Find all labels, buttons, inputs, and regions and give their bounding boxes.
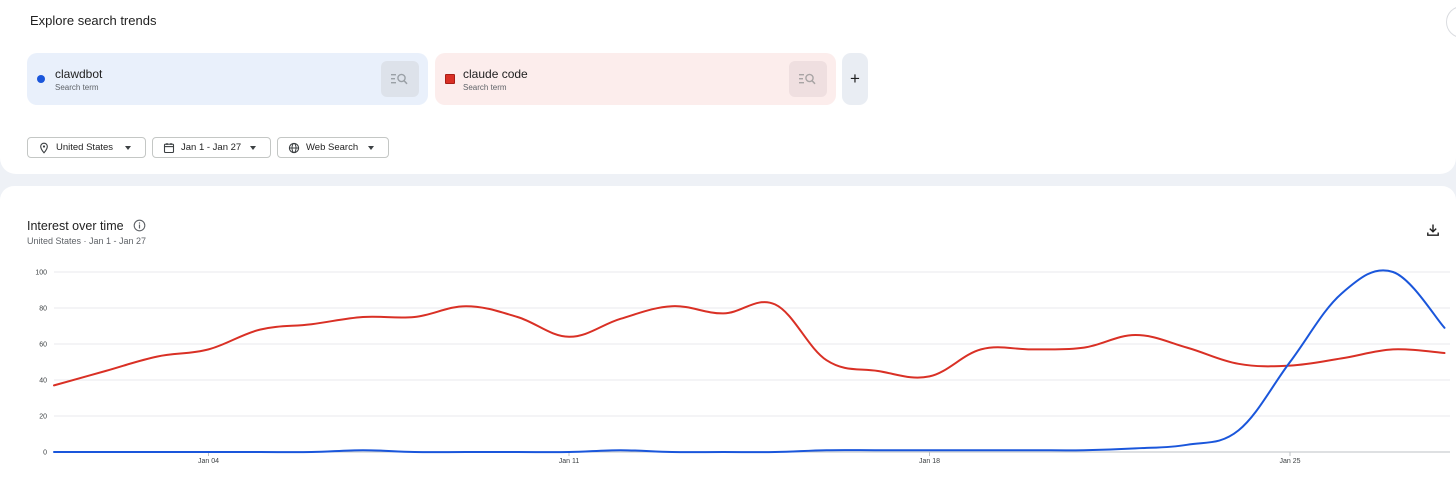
topic-search-icon[interactable] [789, 61, 827, 97]
search-property-filter-label: Web Search [306, 142, 359, 153]
chart-series [53, 269, 1446, 454]
info-icon[interactable] [133, 219, 146, 232]
date-range-filter-label: Jan 1 - Jan 27 [181, 142, 242, 153]
search-term-type: Search term [463, 83, 507, 92]
chevron-down-icon [125, 146, 131, 150]
search-term-card-claude-code[interactable]: claude code Search term [435, 53, 836, 105]
chevron-down-icon [368, 146, 374, 150]
topic-search-icon[interactable] [381, 61, 419, 97]
chevron-down-icon [250, 146, 256, 150]
search-term-card-clawdbot[interactable]: clawdbot Search term [27, 53, 428, 105]
add-search-term-button[interactable]: + [842, 53, 868, 105]
x-axis-ticks: Jan 04 Jan 11 Jan 18 Jan 25 [198, 452, 1301, 465]
series-color-dot [37, 75, 45, 83]
date-range-filter[interactable]: Jan 1 - Jan 27 [152, 137, 271, 158]
chart-grid [54, 271, 1450, 453]
y-tick-label: 20 [39, 414, 47, 421]
globe-icon [288, 142, 300, 154]
search-term-type: Search term [55, 83, 99, 92]
download-icon[interactable] [1426, 223, 1440, 237]
calendar-icon [163, 143, 175, 154]
y-tick-label: 80 [39, 306, 47, 313]
chart-subtitle: United States · Jan 1 - Jan 27 [27, 236, 147, 246]
location-filter[interactable]: United States [27, 137, 146, 158]
search-property-filter[interactable]: Web Search [277, 137, 389, 158]
y-axis-ticks: 0 20 40 60 80 100 [35, 270, 47, 457]
y-tick-label: 40 [39, 378, 47, 385]
x-tick-label: Jan 04 [198, 458, 219, 465]
chart-title: Interest over time [27, 219, 124, 233]
x-tick-label: Jan 18 [919, 458, 940, 465]
y-tick-label: 100 [35, 270, 47, 277]
search-term-name: clawdbot [55, 67, 103, 81]
y-tick-label: 60 [39, 342, 47, 349]
interest-over-time-panel: Interest over time United States · Jan 1… [0, 186, 1456, 480]
location-filter-label: United States [56, 142, 114, 153]
x-tick-label: Jan 11 [559, 458, 580, 465]
y-tick-label: 0 [43, 450, 47, 457]
location-pin-icon [40, 142, 48, 154]
x-tick-label: Jan 25 [1279, 458, 1300, 465]
series-line-clawdbot[interactable] [53, 269, 1446, 454]
search-header-panel: Explore search trends clawdbot Search te… [0, 0, 1456, 174]
page-title: Explore search trends [30, 13, 157, 28]
series-line-claude-code[interactable] [53, 301, 1446, 387]
search-term-name: claude code [463, 67, 528, 81]
series-color-square [445, 74, 455, 84]
